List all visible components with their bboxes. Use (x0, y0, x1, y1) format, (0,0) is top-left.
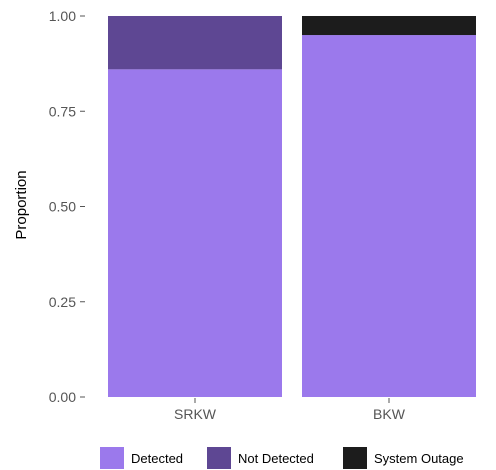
legend-label: System Outage (374, 451, 464, 466)
legend: Detected Not Detected System Outage (100, 447, 464, 469)
legend-label: Detected (131, 451, 183, 466)
legend-swatch-system-outage (343, 447, 367, 469)
x-tick-label: SRKW (174, 406, 217, 422)
legend-swatch-detected (100, 447, 124, 469)
y-axis-title: Proportion (13, 170, 30, 239)
y-tick-label: 0.00 (49, 389, 76, 405)
bar-segment-bkw-detected (302, 35, 476, 398)
y-axis: 0.00 0.25 0.50 0.75 1.00 (49, 8, 85, 405)
legend-label: Not Detected (238, 451, 314, 466)
y-tick-label: 0.75 (49, 103, 76, 119)
legend-swatch-not-detected (207, 447, 231, 469)
x-axis: SRKW BKW (174, 398, 406, 422)
bar-segment-bkw-system-outage (302, 16, 476, 36)
bar-segment-srkw-detected (108, 69, 282, 397)
bars (108, 16, 476, 398)
bar-segment-srkw-not-detected (108, 16, 282, 70)
x-tick-label: BKW (373, 406, 406, 422)
y-tick-label: 0.25 (49, 294, 76, 310)
y-tick-label: 1.00 (49, 8, 76, 24)
y-tick-label: 0.50 (49, 199, 76, 215)
